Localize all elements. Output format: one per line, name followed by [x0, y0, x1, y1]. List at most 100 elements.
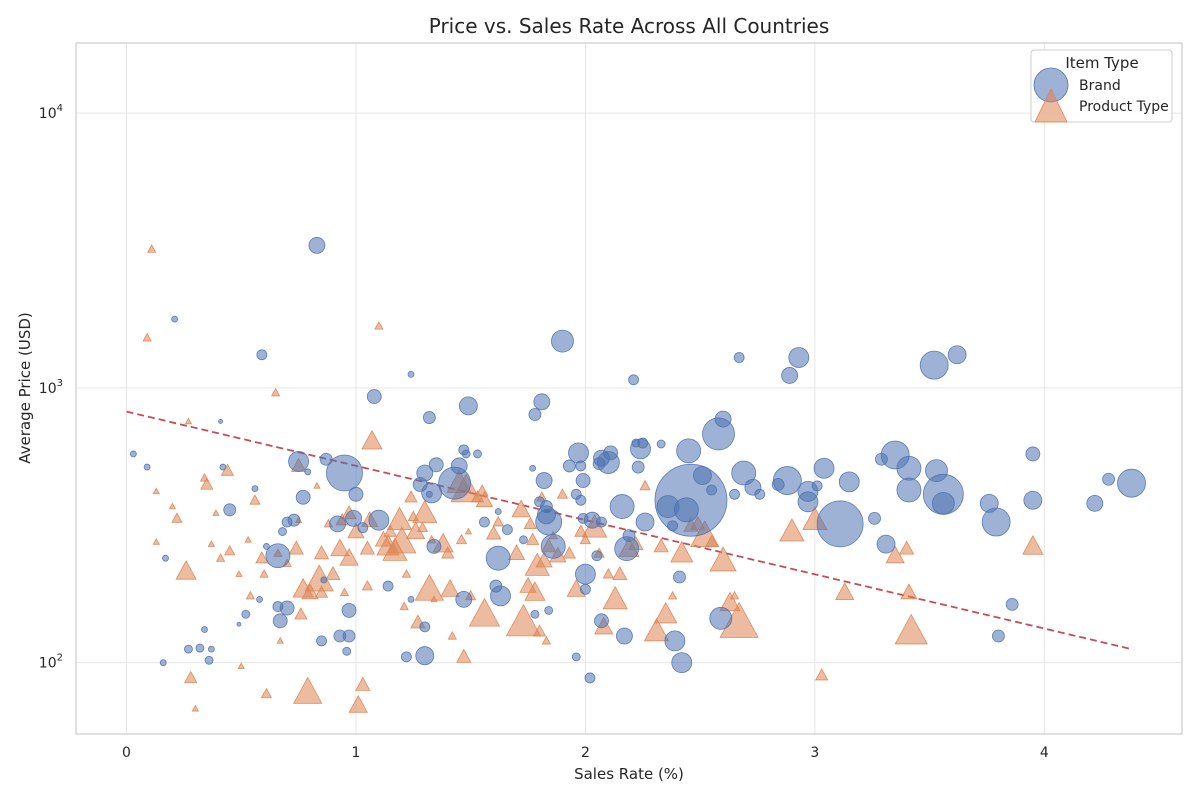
- brand-point: [551, 329, 574, 353]
- product-type-point: [313, 481, 321, 489]
- brand-point: [279, 600, 295, 616]
- brand-point: [308, 237, 326, 254]
- product-type-point: [314, 585, 329, 598]
- brand-point: [603, 445, 619, 461]
- brand-point: [342, 646, 352, 656]
- brand-point: [223, 503, 237, 517]
- product-type-point: [207, 540, 216, 547]
- product-type-point: [441, 546, 455, 559]
- brand-point: [256, 595, 263, 603]
- product-type-point: [524, 581, 546, 601]
- legend-product-label: Product Type: [1079, 99, 1169, 115]
- brand-point: [461, 449, 471, 459]
- brand-point: [345, 509, 363, 527]
- product-type-point: [276, 636, 284, 644]
- brand-point: [788, 347, 810, 368]
- product-type-point: [355, 676, 371, 691]
- brand-point: [204, 655, 214, 665]
- product-type-point: [313, 545, 330, 560]
- brand-point: [838, 471, 860, 493]
- product-type-point: [339, 587, 350, 597]
- brand-point: [1117, 468, 1146, 498]
- brand-point: [628, 374, 639, 386]
- brand-point: [529, 464, 537, 472]
- product-type-point: [492, 515, 504, 527]
- brand-point: [219, 463, 227, 471]
- product-type-point: [541, 635, 552, 645]
- product-type-point: [325, 565, 341, 581]
- brand-point: [455, 590, 473, 608]
- brand-point: [159, 659, 167, 667]
- brand-point: [401, 651, 412, 663]
- product-type-point: [654, 601, 678, 624]
- y-tick-label: 104: [39, 103, 63, 122]
- brand-point: [428, 457, 444, 473]
- brand-point: [316, 635, 327, 647]
- product-type-point: [152, 537, 160, 545]
- brand-point: [575, 473, 591, 488]
- brand-point: [992, 629, 1005, 643]
- brand-point: [811, 480, 823, 492]
- product-type-point: [447, 630, 457, 640]
- brand-point: [366, 389, 382, 404]
- product-type-point: [399, 601, 409, 611]
- brand-point: [562, 459, 576, 473]
- brand-point: [981, 507, 1011, 537]
- brand-point: [947, 345, 967, 365]
- brand-point: [533, 393, 551, 411]
- product-type-point: [249, 494, 261, 505]
- brand-point: [528, 408, 542, 421]
- brand-point: [458, 396, 478, 416]
- product-type-point: [235, 570, 243, 577]
- brand-point: [693, 466, 712, 485]
- product-type-point: [653, 538, 669, 553]
- brand-point: [637, 437, 649, 449]
- product-type-point: [244, 535, 252, 543]
- product-type-point: [612, 565, 628, 581]
- product-type-point: [440, 578, 460, 597]
- brand-point: [184, 644, 193, 654]
- brand-point: [201, 626, 208, 633]
- brand-point: [473, 449, 482, 459]
- product-type-point: [330, 538, 350, 557]
- brand-point: [676, 438, 702, 464]
- brand-point: [631, 460, 645, 474]
- brand-point: [236, 621, 242, 627]
- brand-point: [319, 452, 333, 466]
- brand-point: [714, 410, 732, 428]
- product-type-point: [579, 533, 592, 545]
- brand-point: [584, 672, 596, 684]
- brand-point: [490, 585, 511, 607]
- legend-product-marker: [1034, 88, 1068, 123]
- brand-point: [896, 455, 922, 481]
- brand-point: [407, 595, 415, 603]
- brand-point: [568, 442, 589, 464]
- product-type-point: [224, 544, 236, 556]
- x-tick-label: 1: [351, 745, 360, 761]
- brand-point: [218, 419, 223, 424]
- brand-point: [591, 550, 603, 562]
- brand-point: [868, 511, 881, 525]
- brand-point: [706, 484, 718, 496]
- product-type-point: [168, 502, 177, 510]
- product-type-point: [412, 499, 438, 524]
- brand-point: [535, 472, 553, 489]
- brand-point: [357, 522, 369, 534]
- brand-point: [426, 538, 442, 554]
- product-type-point: [184, 670, 198, 684]
- chart-title: Price vs. Sales Rate Across All Countrie…: [429, 14, 830, 38]
- brand-point: [781, 367, 799, 384]
- brand-point: [580, 583, 591, 595]
- product-type-point: [359, 540, 376, 555]
- brand-point: [281, 516, 293, 528]
- product-type-point: [270, 387, 281, 397]
- product-type-point: [147, 244, 157, 253]
- brand-point: [664, 630, 686, 652]
- product-type-point: [464, 527, 473, 535]
- brand-point: [241, 609, 251, 619]
- plot-frame: [75, 42, 1183, 735]
- brand-point: [207, 645, 215, 653]
- brand-point: [407, 370, 415, 378]
